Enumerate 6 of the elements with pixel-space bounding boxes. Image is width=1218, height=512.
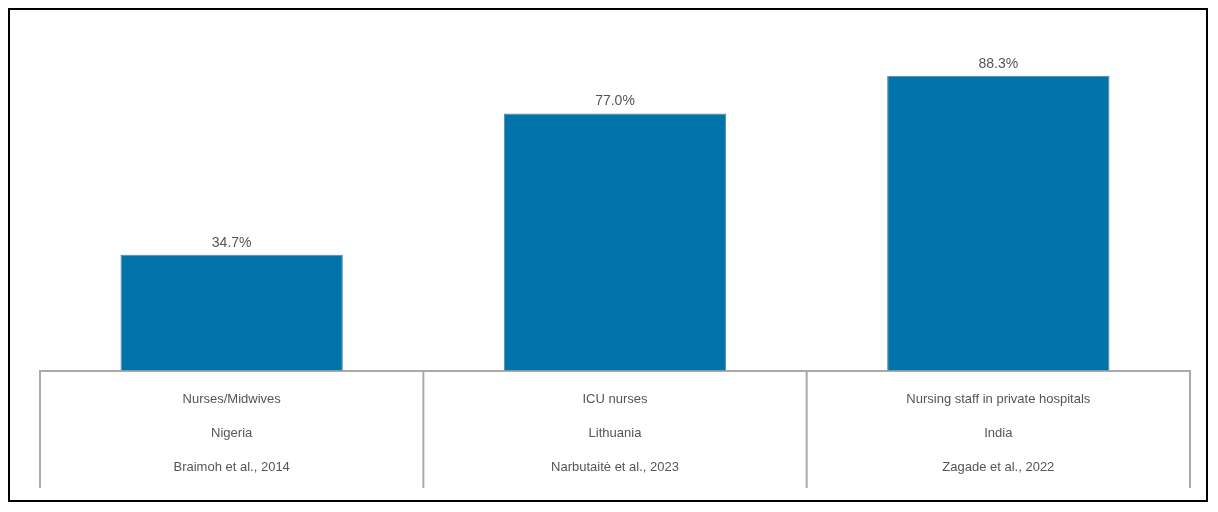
- category-label: Nursing staff in private hospitals India Zagade et al., 2022: [906, 391, 1091, 474]
- data-label: 77.0%: [595, 92, 635, 109]
- data-label: 88.3%: [978, 54, 1019, 71]
- category-label: ICU nurses Lithuania Narbutaitė et al., 2023: [551, 391, 679, 474]
- data-label: 34.7%: [211, 233, 252, 250]
- category-label: Nurses/Midwives Nigeria Braimoh et al., 2014: [173, 391, 290, 474]
